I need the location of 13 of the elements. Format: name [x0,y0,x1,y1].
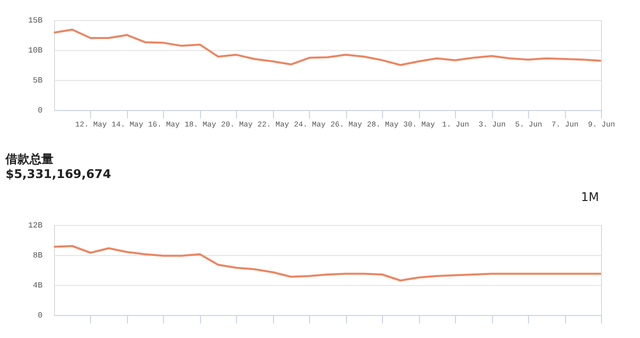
chart-subtitle: $5,331,169,674 [6,167,112,181]
y-tick-label: 4B [32,282,43,290]
y-tick-label: 12B [28,222,43,230]
line-series [53,245,602,282]
y-tick-label: 8B [32,252,43,260]
y-tick-label: 0 [38,312,43,320]
y-tick-label: 5B [32,76,43,86]
chart-title: 借款总量 [4,152,54,166]
y-tick-label: 15B [28,16,43,26]
y-tick-label: 10B [28,46,43,56]
line-series [53,28,602,66]
text: 1M [581,190,599,204]
y-tick-label: 0 [38,106,43,116]
